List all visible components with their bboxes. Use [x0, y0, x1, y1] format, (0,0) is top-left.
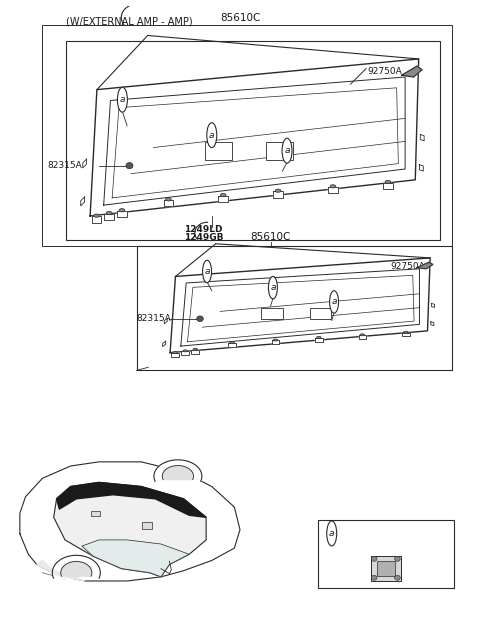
Bar — [142, 523, 152, 529]
Ellipse shape — [330, 291, 338, 313]
Polygon shape — [54, 483, 206, 577]
Polygon shape — [163, 341, 166, 347]
Polygon shape — [432, 304, 434, 307]
Bar — [371, 556, 401, 581]
Polygon shape — [90, 59, 419, 216]
Polygon shape — [57, 483, 206, 518]
Polygon shape — [359, 335, 366, 339]
Polygon shape — [83, 159, 86, 168]
Text: 82315A: 82315A — [136, 314, 171, 323]
Bar — [205, 142, 232, 160]
Ellipse shape — [330, 185, 336, 188]
Ellipse shape — [126, 163, 133, 169]
Bar — [66, 41, 440, 239]
Text: 82315A: 82315A — [47, 161, 82, 170]
Polygon shape — [228, 343, 236, 347]
Ellipse shape — [372, 556, 377, 561]
Polygon shape — [420, 135, 424, 141]
Ellipse shape — [282, 138, 292, 163]
Polygon shape — [164, 200, 173, 206]
Polygon shape — [328, 187, 338, 193]
Ellipse shape — [166, 197, 171, 201]
Polygon shape — [431, 322, 434, 326]
Text: 85610C: 85610C — [251, 232, 291, 241]
Polygon shape — [383, 183, 393, 189]
Polygon shape — [154, 460, 202, 481]
Ellipse shape — [404, 331, 408, 333]
Text: a: a — [209, 131, 215, 140]
Polygon shape — [218, 196, 228, 202]
Bar — [266, 142, 293, 160]
Polygon shape — [20, 462, 240, 581]
Ellipse shape — [118, 87, 127, 112]
Ellipse shape — [385, 180, 391, 184]
Ellipse shape — [230, 342, 234, 344]
Ellipse shape — [275, 189, 281, 192]
Text: 89855B: 89855B — [362, 533, 397, 542]
Ellipse shape — [372, 575, 377, 580]
Ellipse shape — [360, 334, 365, 336]
Text: a: a — [120, 95, 125, 104]
Polygon shape — [92, 217, 101, 223]
Bar — [91, 511, 100, 516]
Ellipse shape — [273, 339, 278, 341]
Ellipse shape — [173, 352, 178, 354]
Ellipse shape — [94, 214, 99, 217]
Ellipse shape — [107, 211, 112, 215]
Ellipse shape — [183, 350, 187, 352]
Bar — [42, 25, 452, 246]
Bar — [261, 308, 283, 319]
Text: (W/EXTERNAL AMP - AMP): (W/EXTERNAL AMP - AMP) — [66, 17, 192, 26]
Ellipse shape — [327, 521, 336, 546]
Text: 85610C: 85610C — [220, 13, 260, 22]
Polygon shape — [61, 561, 92, 576]
Ellipse shape — [395, 575, 400, 580]
Ellipse shape — [395, 556, 400, 561]
Ellipse shape — [220, 194, 226, 197]
Polygon shape — [420, 164, 423, 171]
Polygon shape — [417, 262, 433, 269]
Text: 92750A: 92750A — [367, 67, 402, 76]
Ellipse shape — [203, 260, 212, 283]
Text: a: a — [204, 267, 210, 276]
Polygon shape — [105, 214, 114, 220]
Ellipse shape — [317, 337, 321, 338]
Ellipse shape — [193, 348, 197, 351]
Bar — [377, 561, 395, 576]
Ellipse shape — [119, 209, 125, 212]
Polygon shape — [164, 318, 167, 324]
Polygon shape — [402, 66, 422, 77]
Polygon shape — [37, 561, 85, 581]
Polygon shape — [192, 350, 199, 354]
Polygon shape — [171, 353, 179, 357]
Polygon shape — [170, 258, 430, 352]
Polygon shape — [274, 191, 283, 197]
Text: a: a — [270, 283, 276, 292]
Text: a: a — [284, 146, 290, 155]
Polygon shape — [181, 351, 189, 355]
Ellipse shape — [268, 276, 277, 299]
Text: 1249LD: 1249LD — [183, 225, 222, 234]
Ellipse shape — [207, 123, 217, 147]
Polygon shape — [315, 338, 323, 342]
Bar — [136, 246, 452, 370]
Bar — [318, 519, 454, 588]
Text: 1249GB: 1249GB — [183, 233, 223, 243]
Ellipse shape — [197, 316, 204, 321]
Bar — [310, 308, 331, 319]
Text: 92750A: 92750A — [391, 262, 425, 271]
Polygon shape — [402, 333, 409, 337]
Polygon shape — [52, 556, 100, 578]
Polygon shape — [117, 211, 127, 217]
Polygon shape — [82, 540, 189, 577]
Polygon shape — [81, 197, 84, 206]
Polygon shape — [162, 465, 193, 479]
Text: a: a — [331, 297, 337, 307]
Polygon shape — [272, 340, 279, 344]
Text: a: a — [329, 529, 335, 538]
